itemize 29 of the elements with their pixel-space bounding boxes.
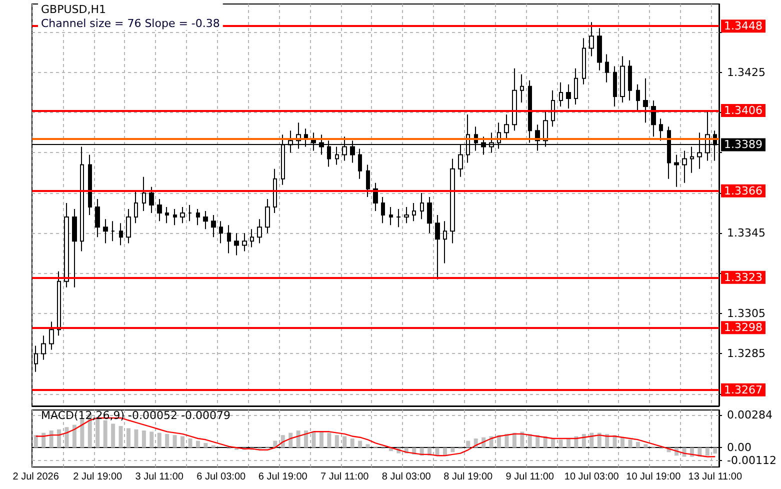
ref-line-label: 1.3448 <box>724 20 762 33</box>
x-tick-label: 7 Jul 11:00 <box>320 472 370 482</box>
x-tick-label: 2 Jul 2026 <box>12 472 60 482</box>
ref-line-label: 1.3389 <box>724 138 762 152</box>
x-tick-label: 6 Jul 19:00 <box>258 472 308 482</box>
y-tick-label: 1.3305 <box>727 307 766 320</box>
x-tick-label: 13 Jul 11:00 <box>688 472 742 482</box>
y-tick-label: 0.00284 <box>727 408 772 422</box>
x-tick-label: 9 Jul 11:00 <box>506 472 554 482</box>
y-tick-label: -0.00112 <box>727 454 776 467</box>
text: Channel size = 76 Slope = -0.38 <box>41 17 220 30</box>
y-tick-label: 1.3285 <box>727 347 766 360</box>
x-tick-label: 8 Jul 19:00 <box>444 472 494 482</box>
ref-line-label: 1.3366 <box>724 184 762 198</box>
ref-line-label: 1.3323 <box>724 270 762 284</box>
ref-line-label: 1.3267 <box>724 383 762 396</box>
x-tick-label: 8 Jul 03:00 <box>382 472 432 482</box>
ref-line-label: 1.3298 <box>724 321 762 334</box>
chart-title: GBPUSD,H1 <box>41 3 106 16</box>
x-tick-label: 10 Jul 19:00 <box>626 472 682 482</box>
y-tick-label: 1.3425 <box>727 66 766 79</box>
x-tick-label: 3 Jul 11:00 <box>135 472 184 482</box>
y-tick-label: 1.3345 <box>727 226 766 240</box>
x-tick-label: 10 Jul 03:00 <box>564 472 620 482</box>
y-tick-label: 0.00 <box>727 441 752 454</box>
ref-line-label: 1.3406 <box>724 104 762 118</box>
x-tick-label: 2 Jul 19:00 <box>73 472 123 482</box>
x-tick-label: 6 Jul 03:00 <box>196 472 246 482</box>
chart-title: MACD(12,26,9) -0.00052 -0.00079 <box>41 409 230 422</box>
